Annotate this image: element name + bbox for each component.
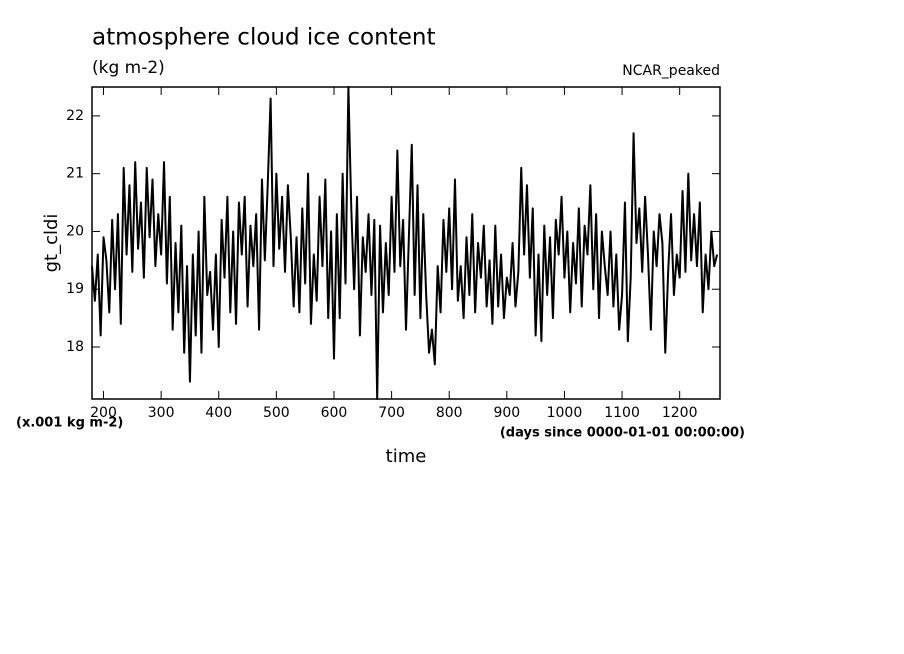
line-series — [91, 86, 719, 400]
x-tick-label: 1200 — [662, 405, 698, 421]
x-axis-label: time — [386, 446, 427, 467]
x-tick-label: 800 — [436, 405, 463, 421]
annotation: NCAR_peaked — [622, 63, 720, 79]
y-tick-label: 18 — [66, 339, 84, 355]
x-tick-label: 1000 — [547, 405, 583, 421]
x-tick-label: 400 — [205, 405, 232, 421]
chart-title: atmosphere cloud ice content — [92, 25, 435, 51]
x-tick-label: 300 — [148, 405, 175, 421]
y-axis-label: gt_cldi — [41, 214, 62, 273]
x-units: (days since 0000-01-01 00:00:00) — [500, 426, 745, 441]
plot-frame — [91, 86, 721, 400]
x-tick-label: 500 — [263, 405, 290, 421]
x-tick-label: 200 — [90, 405, 117, 421]
y-tick-label: 21 — [66, 166, 84, 182]
x-tick-label: 900 — [493, 405, 520, 421]
x-tick-label: 700 — [378, 405, 405, 421]
x-tick-label: 600 — [321, 405, 348, 421]
x-tick-label: 1100 — [604, 405, 640, 421]
y-units: (x.001 kg m-2) — [16, 416, 123, 431]
y-tick-label: 19 — [66, 281, 84, 297]
y-tick-label: 22 — [66, 108, 84, 124]
chart-subtitle: (kg m-2) — [92, 58, 165, 78]
y-tick-label: 20 — [66, 223, 84, 239]
